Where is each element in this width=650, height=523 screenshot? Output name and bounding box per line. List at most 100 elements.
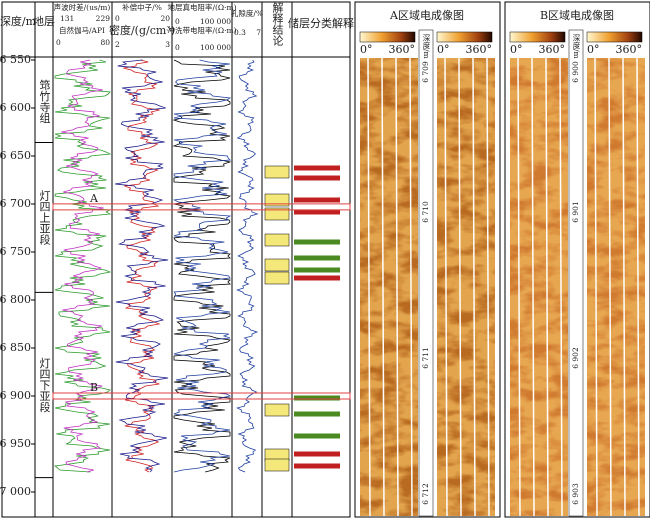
header: 131 [60, 14, 74, 23]
header: 补偿中子/% [122, 2, 162, 12]
conclusion-box [264, 193, 290, 207]
header: 0.3 [234, 28, 246, 37]
pad-gap [444, 57, 448, 517]
colorbar-min: 0° [510, 43, 523, 56]
pad-gap [367, 57, 371, 517]
header: 0 [56, 38, 61, 47]
reservoir-bar [294, 209, 340, 215]
reservoir-bar [294, 255, 340, 261]
reservoir-bar [294, 239, 340, 245]
header: 冲洗带电阻率/(Ω·m) [167, 25, 236, 35]
reservoir-bar [294, 165, 340, 171]
depth-label: 6 750 [0, 245, 31, 258]
marker-band [52, 392, 351, 400]
header: 0 [115, 14, 120, 23]
depth-column [418, 29, 434, 517]
depth-label: 6 800 [0, 293, 31, 306]
frame [1, 1, 351, 518]
image-panels: A区域电成像图 0° 360° 0° 360° 深度/m 6 709 6 710 6 711 6 … [354, 1, 650, 518]
reservoir-bar [294, 275, 340, 281]
panel-frame [354, 1, 501, 518]
formation-name: 灯四上亚段 [38, 190, 51, 246]
header: 100 000 [200, 17, 231, 26]
header: 储层分类解释 [288, 16, 354, 30]
pad-gap [545, 57, 549, 517]
colorbar [586, 31, 643, 43]
header: 100 000 [200, 43, 231, 52]
reservoir-bar [294, 433, 340, 439]
depth-label: 6 600 [0, 101, 31, 114]
header: 7 [256, 28, 261, 37]
depth-label: 6 711 [421, 347, 430, 368]
formation-name: 灯四下亚段 [38, 357, 51, 413]
panel-title: A区域电成像图 [389, 9, 464, 22]
depth-label: 6 900 [571, 61, 580, 83]
reservoir-bar [294, 197, 340, 203]
log-curve [53, 59, 112, 473]
log-curve [123, 59, 161, 473]
pad-gap [608, 57, 612, 517]
reservoir-bar [294, 175, 340, 181]
colorbar-max: 360° [616, 43, 643, 56]
depth-header: 深度/m [422, 34, 431, 59]
colorbar [509, 31, 566, 43]
pad-gap [531, 57, 535, 517]
panel-frame [504, 1, 650, 518]
depth-label: 6 650 [0, 149, 31, 162]
conclusion-box [264, 207, 290, 221]
reservoir-bar [294, 411, 340, 417]
reservoir-bar [294, 395, 340, 401]
header: 3 [165, 40, 170, 49]
header: 深度/m [0, 14, 37, 28]
reservoir-bar [294, 463, 340, 469]
pad-gap [458, 57, 462, 517]
depth-label: 6 900 [0, 389, 31, 402]
depth-label: 6 850 [0, 341, 31, 354]
reservoir-bar [294, 451, 340, 457]
depth-label: 7 000 [0, 485, 31, 498]
colorbar-min: 0° [360, 43, 373, 56]
conclusion-box [264, 258, 290, 272]
header: 0 [175, 17, 180, 26]
log-curve [236, 59, 259, 473]
header: 声波时差/(us/m) [54, 2, 111, 12]
marker-band [52, 203, 351, 211]
panel-title: B区域电成像图 [540, 9, 614, 22]
depth-label: 6 902 [571, 347, 580, 369]
depth-label: 6 709 [421, 61, 430, 83]
header: 0 [175, 43, 180, 52]
depth-label: 6 700 [0, 197, 31, 210]
header: 80 [100, 38, 110, 47]
header: 孔隙度/% [231, 8, 263, 18]
colorbar-min: 0° [587, 43, 600, 56]
conclusion-box [264, 403, 290, 417]
depth-label: 6 901 [571, 201, 580, 222]
marker-label: B [90, 381, 98, 394]
log-curve [172, 59, 232, 473]
conclusion-box [264, 271, 290, 285]
pad-gap [636, 57, 640, 517]
log-curve [172, 59, 232, 473]
marker-label: A [89, 192, 99, 205]
conclusion-box [264, 165, 290, 179]
log-panel: 深度/m 地层 声波时差/(us/m) 131 229 自然伽马/API 0 8… [0, 1, 354, 518]
pad-gap [622, 57, 626, 517]
pad-gap [395, 57, 399, 517]
header: 20 [160, 14, 170, 23]
pad-gap [472, 57, 476, 517]
depth-label: 6 550 [0, 53, 31, 66]
pad-gap [559, 57, 563, 517]
header: 229 [96, 14, 111, 23]
log-curve [114, 59, 169, 473]
header: 自然伽马/API [59, 25, 105, 35]
depth-column [568, 29, 584, 517]
depth-header: 深度/m [572, 34, 581, 59]
colorbar [359, 31, 416, 43]
pad-gap [409, 57, 413, 517]
header: 解释结论 [271, 1, 284, 46]
colorbar-min: 0° [437, 43, 450, 56]
header: 密度/(g/cm³) [109, 23, 175, 37]
depth-label: 6 903 [571, 483, 580, 505]
depth-label: 6 710 [421, 201, 430, 223]
